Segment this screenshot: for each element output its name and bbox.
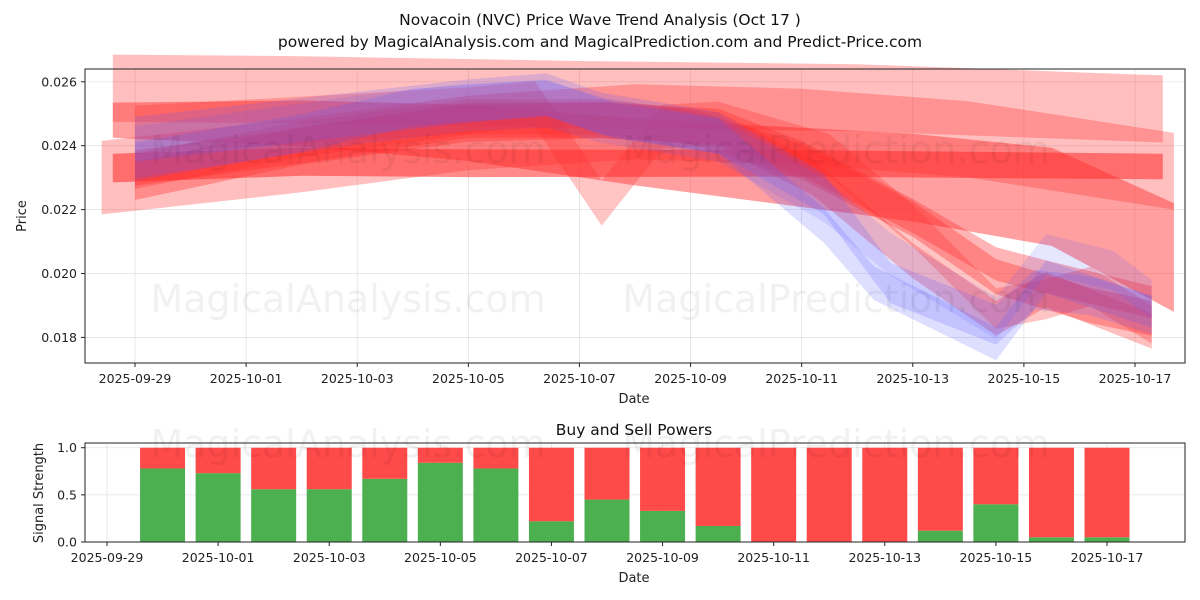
blue-wave-2-band	[135, 80, 1152, 339]
sell-bar	[362, 447, 408, 479]
signal-y-tick-label: 1.0	[57, 440, 77, 455]
buy-bar	[251, 489, 297, 542]
price-chart-panel: MagicalAnalysis.com MagicalPrediction.co…	[15, 54, 1186, 407]
price-chart-y-label: Price	[15, 200, 30, 232]
signal-x-tick-label: 2025-09-29	[71, 550, 144, 565]
signal-chart-y-ticks: 0.0 0.5 1.0	[57, 440, 85, 550]
price-chart-x-ticks: 2025-09-29 2025-10-01 2025-10-03 2025-10-05…	[99, 363, 1172, 386]
signal-x-tick-label: 2025-10-03	[293, 550, 366, 565]
sell-bar	[862, 447, 908, 542]
price-x-tick-label: 2025-10-11	[765, 371, 838, 386]
buy-bar	[195, 473, 241, 542]
price-x-tick-label: 2025-10-17	[1099, 371, 1172, 386]
buy-bar	[917, 530, 963, 542]
red-wave-2-band	[101, 84, 1174, 215]
signal-x-tick-label: 2025-10-17	[1071, 550, 1144, 565]
signal-x-tick-label: 2025-10-13	[848, 550, 921, 565]
sell-bar	[473, 447, 519, 469]
watermark-prediction-upper: MagicalPrediction.com	[622, 128, 1050, 172]
signal-chart-x-ticks: 2025-09-29 2025-10-01 2025-10-03 2025-10-05…	[71, 542, 1144, 565]
signal-chart-panel: Buy and Sell Powers MagicalAnalysis.com …	[32, 421, 1186, 586]
buy-bar	[528, 521, 574, 542]
price-x-tick-label: 2025-10-09	[654, 371, 727, 386]
signal-x-tick-label: 2025-10-11	[737, 550, 810, 565]
buy-bar	[473, 468, 519, 542]
sell-bar	[917, 447, 963, 531]
price-y-tick-label: 0.018	[41, 330, 77, 345]
buy-bar	[640, 510, 686, 542]
buy-bar	[417, 462, 463, 542]
price-chart-frame	[84, 68, 1186, 364]
signal-x-tick-label: 2025-10-07	[515, 550, 588, 565]
signal-y-tick-label: 0.5	[57, 487, 77, 502]
blue-wave-3-band	[135, 79, 1152, 361]
price-wave-bands	[101, 54, 1174, 361]
sell-bar	[195, 447, 241, 474]
watermark-prediction-lower: MagicalPrediction.com	[622, 277, 1050, 321]
signal-chart-x-label: Date	[618, 571, 649, 586]
buy-bar	[973, 504, 1019, 542]
red-wave-1-band	[112, 54, 1163, 143]
price-x-tick-label: 2025-10-15	[988, 371, 1061, 386]
price-chart-watermarks: MagicalAnalysis.com MagicalPrediction.co…	[150, 128, 1049, 321]
sell-bar	[973, 447, 1019, 505]
watermark-analysis-signal: MagicalAnalysis.com	[150, 422, 545, 466]
price-x-tick-label: 2025-09-29	[99, 371, 172, 386]
sell-bar	[528, 447, 574, 522]
signal-chart-frame	[84, 442, 1186, 543]
buy-bar	[362, 478, 408, 542]
price-chart-y-ticks: 0.018 0.020 0.022 0.024 0.026	[41, 74, 85, 345]
signal-chart-y-label: Signal Strength	[32, 443, 47, 543]
watermark-prediction-signal: MagicalPrediction.com	[622, 422, 1050, 466]
sell-bar	[584, 447, 630, 500]
price-y-tick-label: 0.024	[41, 138, 77, 153]
sell-bar	[1084, 447, 1130, 538]
price-x-tick-label: 2025-10-05	[432, 371, 505, 386]
blue-wave-1-band	[135, 73, 1152, 345]
red-wave-5-band	[135, 81, 1152, 344]
price-chart-grid	[85, 69, 1185, 363]
watermark-analysis-upper: MagicalAnalysis.com	[150, 128, 545, 172]
signal-x-tick-label: 2025-10-05	[404, 550, 477, 565]
signal-x-tick-label: 2025-10-09	[626, 550, 699, 565]
buy-bar	[1084, 537, 1130, 542]
sell-bar	[306, 447, 352, 490]
signal-y-tick-label: 0.0	[57, 535, 77, 550]
figure-subtitle: powered by MagicalAnalysis.com and Magic…	[278, 33, 922, 51]
price-y-tick-label: 0.020	[41, 266, 77, 281]
buy-bar	[140, 468, 186, 542]
signal-x-tick-label: 2025-10-01	[182, 550, 255, 565]
watermark-analysis-lower: MagicalAnalysis.com	[150, 277, 545, 321]
sell-bar	[140, 447, 186, 469]
buy-bar	[1028, 537, 1074, 542]
sell-bar	[806, 447, 852, 542]
sell-bar	[1028, 447, 1074, 538]
price-y-tick-label: 0.026	[41, 74, 77, 89]
sell-bar	[251, 447, 297, 490]
signal-bars	[140, 447, 1130, 542]
price-x-tick-label: 2025-10-03	[321, 371, 394, 386]
signal-x-tick-label: 2025-10-15	[960, 550, 1033, 565]
price-x-tick-label: 2025-10-07	[543, 371, 616, 386]
sell-bar	[417, 447, 463, 463]
signal-chart-title: Buy and Sell Powers	[556, 421, 713, 439]
sell-bar	[751, 447, 797, 542]
buy-bar	[695, 525, 741, 542]
price-y-tick-label: 0.022	[41, 202, 77, 217]
buy-bar	[584, 499, 630, 542]
figure-title: Novacoin (NVC) Price Wave Trend Analysis…	[399, 11, 801, 29]
price-x-tick-label: 2025-10-01	[210, 371, 283, 386]
red-wave-4-band	[112, 147, 1163, 183]
price-x-tick-label: 2025-10-13	[876, 371, 949, 386]
sell-bar	[695, 447, 741, 526]
price-chart-x-label: Date	[618, 392, 649, 407]
signal-chart-watermarks: MagicalAnalysis.com MagicalPrediction.co…	[150, 422, 1049, 466]
sell-bar	[640, 447, 686, 511]
buy-bar	[306, 489, 352, 542]
